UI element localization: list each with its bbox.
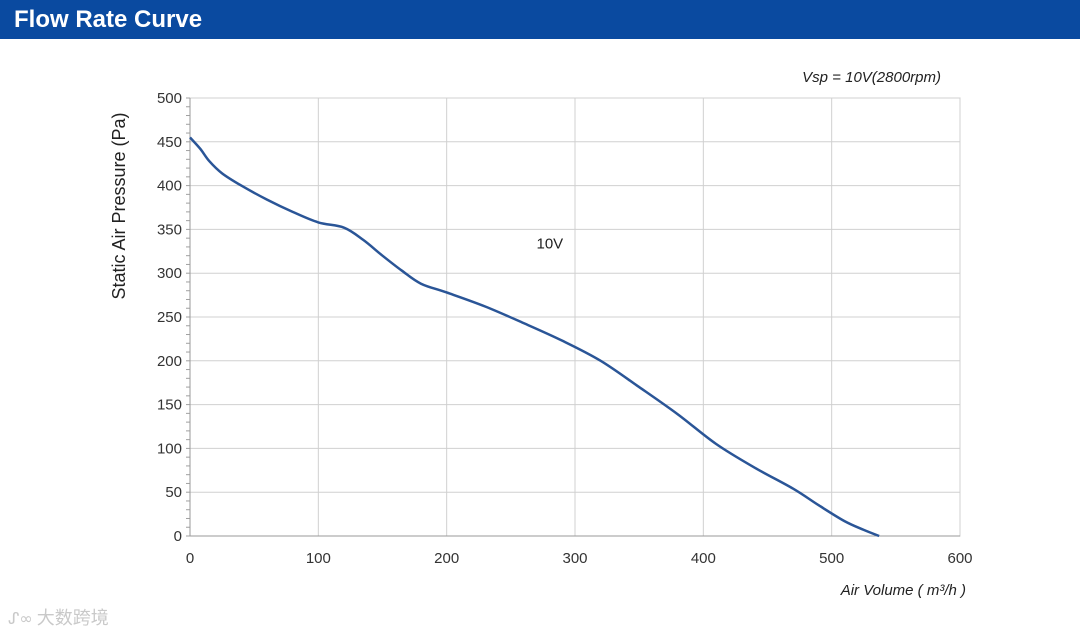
y-tick-label: 100 xyxy=(157,440,182,457)
y-tick-label: 350 xyxy=(157,221,182,238)
series-line-10v xyxy=(189,136,880,538)
page-title: Flow Rate Curve xyxy=(14,6,203,33)
watermark-text: 大数跨境 xyxy=(36,608,109,629)
y-tick-label: 150 xyxy=(157,397,182,414)
x-tick-label: 500 xyxy=(819,550,844,567)
x-tick-label: 100 xyxy=(306,550,331,567)
y-tick-label: 400 xyxy=(157,178,182,195)
y-tick-label: 500 xyxy=(157,90,182,107)
chart-subtitle: Vsp = 10V(2800rpm) xyxy=(802,69,941,86)
y-axis-label: Static Air Pressure (Pa) xyxy=(109,112,129,299)
x-tick-label: 600 xyxy=(947,550,972,567)
x-tick-label: 200 xyxy=(434,550,459,567)
y-tick-label: 0 xyxy=(174,528,182,545)
x-tick-label: 400 xyxy=(691,550,716,567)
x-tick-label: 0 xyxy=(186,550,194,567)
title-bar: Flow Rate Curve xyxy=(0,0,1080,39)
x-tick-label: 300 xyxy=(562,550,587,567)
series-annotation: 10V xyxy=(537,236,564,253)
y-tick-label: 50 xyxy=(165,484,182,501)
y-tick-label: 450 xyxy=(157,134,182,151)
x-axis-label: Air Volume ( m³/h ) xyxy=(840,582,966,599)
watermark: ᔑ∞ 大数跨境 xyxy=(8,604,109,630)
watermark-logo-icon: ᔑ∞ xyxy=(8,609,33,628)
y-tick-label: 200 xyxy=(157,353,182,370)
y-tick-label: 250 xyxy=(157,309,182,326)
y-tick-label: 300 xyxy=(157,265,182,282)
